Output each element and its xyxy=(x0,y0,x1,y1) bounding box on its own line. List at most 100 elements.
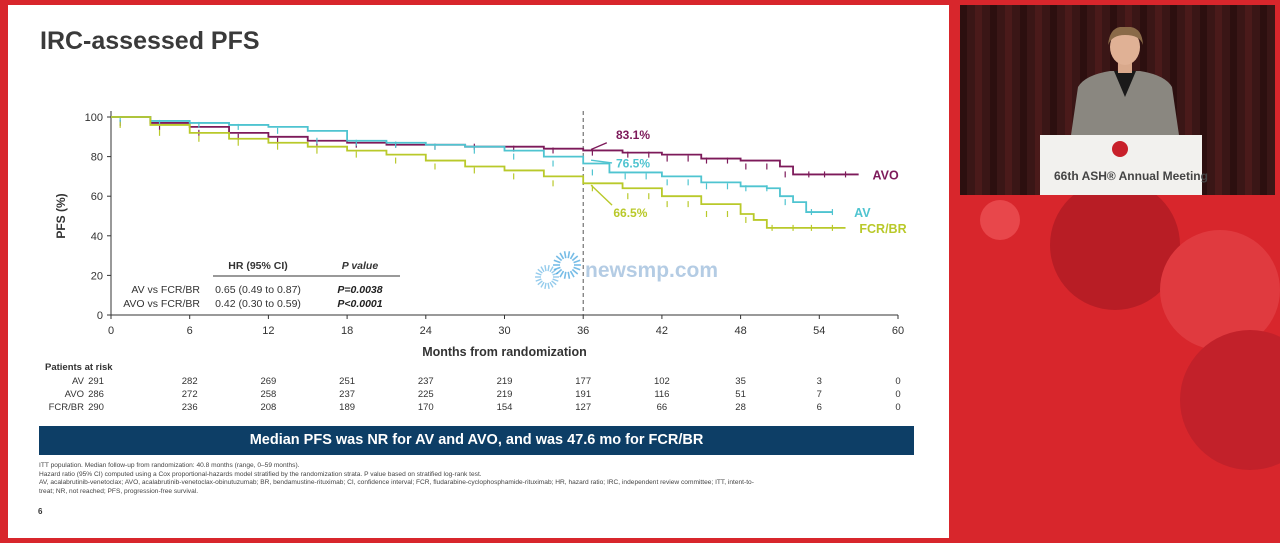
watermark-ray xyxy=(535,272,542,276)
x-tick-label: 30 xyxy=(498,325,510,337)
curtain-fold xyxy=(975,5,982,195)
watermark-ray xyxy=(544,265,547,272)
risk-count: 286 xyxy=(88,389,104,400)
watermark-ray xyxy=(555,255,563,262)
footnote-line: treat; NR, not reached; PFS, progression… xyxy=(39,487,199,495)
hr-row-label: AV vs FCR/BR xyxy=(131,284,200,296)
watermark-ray xyxy=(549,266,554,273)
curtain-backdrop xyxy=(960,5,1275,195)
risk-count: 225 xyxy=(417,389,434,400)
landmark-label: 66.5% xyxy=(613,206,647,220)
landmark-label: 83.1% xyxy=(616,128,650,142)
watermark-ray xyxy=(571,255,579,262)
y-axis-label: PFS (%) xyxy=(54,193,68,238)
curtain-fold xyxy=(1260,5,1267,195)
watermark-ray xyxy=(551,280,557,286)
ash-logo-icon xyxy=(1112,141,1128,157)
risk-table-title: Patients at risk xyxy=(45,362,113,373)
p-value: P<0.0001 xyxy=(337,298,382,310)
watermark-ray xyxy=(573,259,581,264)
watermark-ray xyxy=(551,268,557,274)
risk-count: 258 xyxy=(260,389,277,400)
curtain-fold xyxy=(1035,5,1042,195)
background-pattern xyxy=(950,0,1280,543)
risk-count: 189 xyxy=(339,402,356,413)
speaker-figure xyxy=(1070,27,1180,142)
watermark-ray xyxy=(552,272,559,276)
risk-count: 208 xyxy=(260,402,277,413)
risk-count: 0 xyxy=(895,389,901,400)
footnote-line: Hazard ratio (95% CI) computed using a C… xyxy=(39,470,482,478)
watermark-ray xyxy=(567,251,571,259)
risk-count: 272 xyxy=(181,389,198,400)
risk-count: 28 xyxy=(735,402,746,413)
slide-number: 6 xyxy=(38,507,43,516)
risk-count: 102 xyxy=(653,376,670,387)
risk-count: 237 xyxy=(339,389,356,400)
watermark-ray xyxy=(552,278,559,282)
watermark-ray xyxy=(535,278,542,282)
landmark-leader-line xyxy=(590,159,613,164)
x-tick-label: 24 xyxy=(420,325,432,337)
footnotes: ITT population. Median follow-up from ra… xyxy=(39,462,919,496)
watermark-ray xyxy=(571,268,579,275)
risk-count: 291 xyxy=(88,376,104,387)
risk-count: 35 xyxy=(735,376,746,387)
risk-count: 170 xyxy=(417,402,434,413)
watermark-ray xyxy=(547,265,550,272)
watermark-ray xyxy=(569,270,575,278)
curtain-fold xyxy=(1215,5,1222,195)
watermark-ray xyxy=(540,266,545,273)
speaker-video: 66th ASH® Annual Meeting xyxy=(960,5,1275,195)
watermark-ray xyxy=(553,266,561,271)
footnote-line: ITT population. Median follow-up from ra… xyxy=(39,462,300,469)
risk-count: 154 xyxy=(496,402,513,413)
curtain-fold xyxy=(1200,5,1207,195)
curtain-fold xyxy=(1050,5,1057,195)
curtain-fold xyxy=(990,5,997,195)
hr-value: 0.65 (0.49 to 0.87) xyxy=(215,284,301,296)
x-tick-label: 48 xyxy=(734,325,746,337)
risk-count: 237 xyxy=(417,376,434,387)
risk-count: 116 xyxy=(654,389,670,400)
y-tick-label: 0 xyxy=(97,310,103,322)
landmark-leader-line xyxy=(590,142,608,151)
risk-count: 269 xyxy=(260,376,277,387)
x-tick-label: 54 xyxy=(813,325,825,337)
watermark-text: newsmp.com xyxy=(585,259,719,282)
y-tick-label: 60 xyxy=(91,191,103,203)
curtain-fold xyxy=(1185,5,1192,195)
series-line xyxy=(111,116,833,213)
series-line xyxy=(111,116,846,229)
risk-count: 191 xyxy=(575,389,592,400)
curtain-fold xyxy=(1065,5,1072,195)
series-name-label: FCR/BR xyxy=(859,222,906,236)
curtain-fold xyxy=(1230,5,1237,195)
x-tick-label: 18 xyxy=(341,325,353,337)
curtain-fold xyxy=(960,5,967,195)
x-tick-label: 12 xyxy=(262,325,274,337)
hr-value: 0.42 (0.30 to 0.59) xyxy=(215,298,301,310)
risk-row-label: AV xyxy=(72,376,84,387)
watermark-ray xyxy=(559,270,565,278)
risk-count: 0 xyxy=(895,402,901,413)
summary-banner: Median PFS was NR for AV and AVO, and wa… xyxy=(39,426,914,455)
risk-count: 127 xyxy=(575,402,592,413)
curtain-fold xyxy=(1005,5,1012,195)
podium-text: 66th ASH® Annual Meeting xyxy=(1054,169,1208,183)
watermark-ray xyxy=(563,251,567,259)
watermark-ray xyxy=(569,252,575,260)
risk-count: 219 xyxy=(496,376,513,387)
series-name-label: AVO xyxy=(873,168,899,182)
km-chart: 0 20 40 60 80 100 0 6 12 18 24 30 36 42 48 54 60 Months f… xyxy=(54,111,907,359)
x-tick-label: 60 xyxy=(892,325,904,337)
risk-count: 251 xyxy=(339,376,356,387)
risk-count: 7 xyxy=(816,389,822,400)
watermark-ray xyxy=(540,281,545,288)
watermark-ray xyxy=(544,282,547,289)
risk-count: 0 xyxy=(895,376,901,387)
risk-row-label: FCR/BR xyxy=(48,402,84,413)
risk-count: 6 xyxy=(816,402,822,413)
watermark: newsmp.com xyxy=(527,245,757,297)
x-tick-label: 36 xyxy=(577,325,589,337)
